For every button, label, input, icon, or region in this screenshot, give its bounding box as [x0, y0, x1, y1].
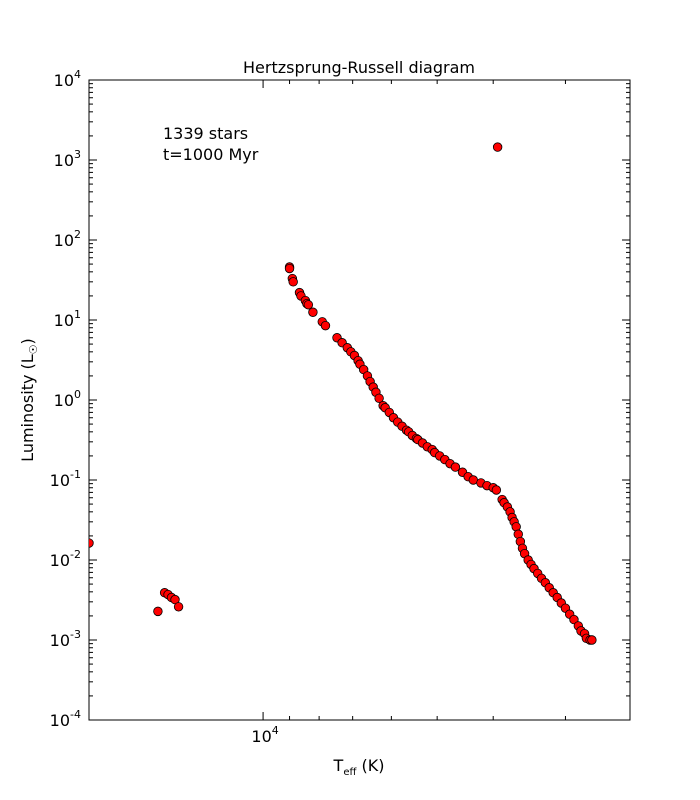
plot-area: [88, 79, 631, 721]
y-tick-label: 10-2: [50, 548, 81, 570]
x-tick-labels: 104: [251, 724, 278, 746]
y-tick-label: 10-1: [50, 468, 81, 490]
y-tick-label: 10-3: [50, 628, 81, 650]
y-axis-label-sun: ☉: [27, 344, 40, 354]
star-point: [587, 635, 597, 645]
star-point: [303, 300, 314, 310]
tick-base: 10: [54, 391, 74, 410]
star-point: [89, 538, 94, 548]
chart-title: Hertzsprung-Russell diagram: [243, 58, 475, 77]
tick-base: 10: [54, 71, 74, 90]
star-point: [374, 393, 384, 404]
x-axis-label-main: T: [333, 756, 344, 775]
y-axis-label-close: ): [18, 338, 37, 344]
tick-exponent: 4: [272, 724, 279, 737]
y-tick-label: 10-4: [50, 708, 81, 730]
star-point: [288, 277, 298, 287]
x-axis-label: Teff (K): [333, 756, 385, 778]
annotation-star-count: 1339 stars: [163, 124, 248, 143]
y-tick-label: 102: [54, 228, 81, 250]
star-point: [569, 614, 579, 625]
tick-exponent: 3: [74, 148, 81, 161]
tick-exponent: -2: [70, 548, 81, 561]
star-point: [173, 602, 184, 612]
tick-exponent: 2: [74, 228, 81, 241]
tick-exponent: 0: [74, 388, 81, 401]
tick-exponent: -3: [70, 628, 81, 641]
tick-base: 10: [251, 727, 271, 746]
tick-exponent: 4: [74, 68, 81, 81]
tick-base: 10: [50, 471, 70, 490]
x-axis-label-unit: (K): [356, 756, 384, 775]
axis-ticks: [88, 79, 630, 721]
star-point: [320, 320, 331, 331]
star-point: [491, 485, 502, 495]
y-tick-label: 100: [54, 388, 81, 410]
tick-base: 10: [54, 151, 74, 170]
tick-exponent: -1: [70, 468, 81, 481]
tick-exponent: 1: [74, 308, 81, 321]
x-tick-label: 104: [251, 724, 278, 746]
tick-exponent: -4: [70, 708, 81, 721]
annotation-time: t=1000 Myr: [163, 145, 259, 164]
y-axis-label-main: Luminosity (L: [18, 354, 37, 462]
y-tick-label: 101: [54, 308, 81, 330]
star-point: [492, 142, 503, 152]
star-point: [450, 462, 461, 472]
y-axis-label: Luminosity (L☉): [18, 338, 40, 462]
star-point: [153, 606, 163, 617]
y-tick-label: 103: [54, 148, 81, 170]
star-point: [284, 263, 295, 274]
tick-base: 10: [50, 711, 70, 730]
tick-base: 10: [54, 231, 74, 250]
star-point: [308, 307, 318, 317]
tick-base: 10: [50, 631, 70, 650]
tick-base: 10: [50, 551, 70, 570]
x-axis-label-sub: eff: [343, 767, 357, 778]
tick-base: 10: [54, 311, 74, 330]
data-points: [89, 142, 597, 645]
y-tick-label: 104: [54, 68, 81, 90]
